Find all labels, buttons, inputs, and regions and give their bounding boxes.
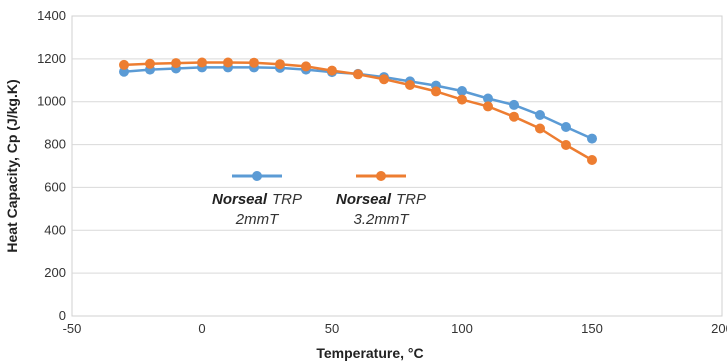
- x-tick-label: 200: [711, 321, 727, 336]
- data-point: [457, 94, 467, 105]
- data-point: [275, 59, 285, 70]
- data-point: [457, 86, 467, 96]
- data-point: [561, 140, 571, 150]
- legend-label-line1: Norseal TRP: [336, 191, 426, 208]
- data-point: [405, 80, 415, 90]
- plot-area-border: [71, 15, 723, 317]
- y-tick-label: 600: [44, 179, 66, 194]
- data-point: [197, 57, 207, 68]
- y-axis-title: Heat Capacity, Cp (J/kg.K): [4, 79, 20, 252]
- x-axis-title: Temperature, °C: [316, 345, 423, 361]
- data-point: [431, 86, 441, 97]
- legend-product: TRP: [396, 191, 426, 208]
- data-point: [587, 133, 597, 144]
- x-tick-label: 0: [198, 321, 205, 336]
- legend-brand: Norseal: [212, 191, 268, 208]
- legend-label-line2: 3.2mmT: [353, 211, 410, 228]
- y-tick-label: 800: [44, 137, 66, 152]
- x-tick-label: 100: [451, 321, 473, 336]
- x-tick-label: 50: [325, 321, 339, 336]
- series-group: [119, 57, 597, 165]
- legend-entry-0: Norseal TRP 2mmT: [212, 171, 302, 228]
- y-tick-labels: 0 200 400 600 800 1000 1200 1400: [37, 8, 66, 323]
- data-point: [509, 99, 519, 110]
- y-tick-label: 400: [44, 222, 66, 237]
- data-point: [223, 57, 233, 68]
- data-point: [171, 58, 181, 69]
- legend-brand: Norseal: [336, 191, 392, 208]
- data-point: [535, 110, 545, 120]
- data-point: [483, 93, 493, 104]
- x-tick-label: 150: [581, 321, 603, 336]
- data-point: [249, 57, 259, 68]
- legend-swatch-marker: [252, 171, 262, 181]
- y-tick-label: 1200: [37, 51, 66, 66]
- data-point: [301, 61, 311, 72]
- legend-label-line1: Norseal TRP: [212, 191, 302, 208]
- legend-swatch-marker: [376, 171, 386, 181]
- y-tick-label: 200: [44, 265, 66, 280]
- data-point: [535, 123, 545, 134]
- y-tick-label: 1400: [37, 8, 66, 23]
- data-point: [119, 66, 129, 77]
- gridlines: [72, 58, 722, 274]
- data-point: [379, 74, 389, 85]
- data-point: [483, 101, 493, 112]
- y-tick-label: 0: [59, 308, 66, 323]
- legend-entry-1: Norseal TRP 3.2mmT: [336, 171, 426, 228]
- data-point: [353, 69, 363, 80]
- x-tick-labels: -50 0 50 100 150 200: [63, 321, 727, 336]
- y-tick-label: 1000: [37, 94, 66, 109]
- legend-label-line2: 2mmT: [235, 211, 280, 228]
- data-point: [587, 155, 597, 165]
- x-tick-label: -50: [63, 321, 82, 336]
- data-point: [145, 58, 155, 69]
- legend-product: TRP: [272, 191, 302, 208]
- data-point: [509, 111, 519, 122]
- data-point: [561, 122, 571, 132]
- data-point: [119, 59, 129, 70]
- data-point: [327, 65, 337, 76]
- series-1: [119, 57, 597, 165]
